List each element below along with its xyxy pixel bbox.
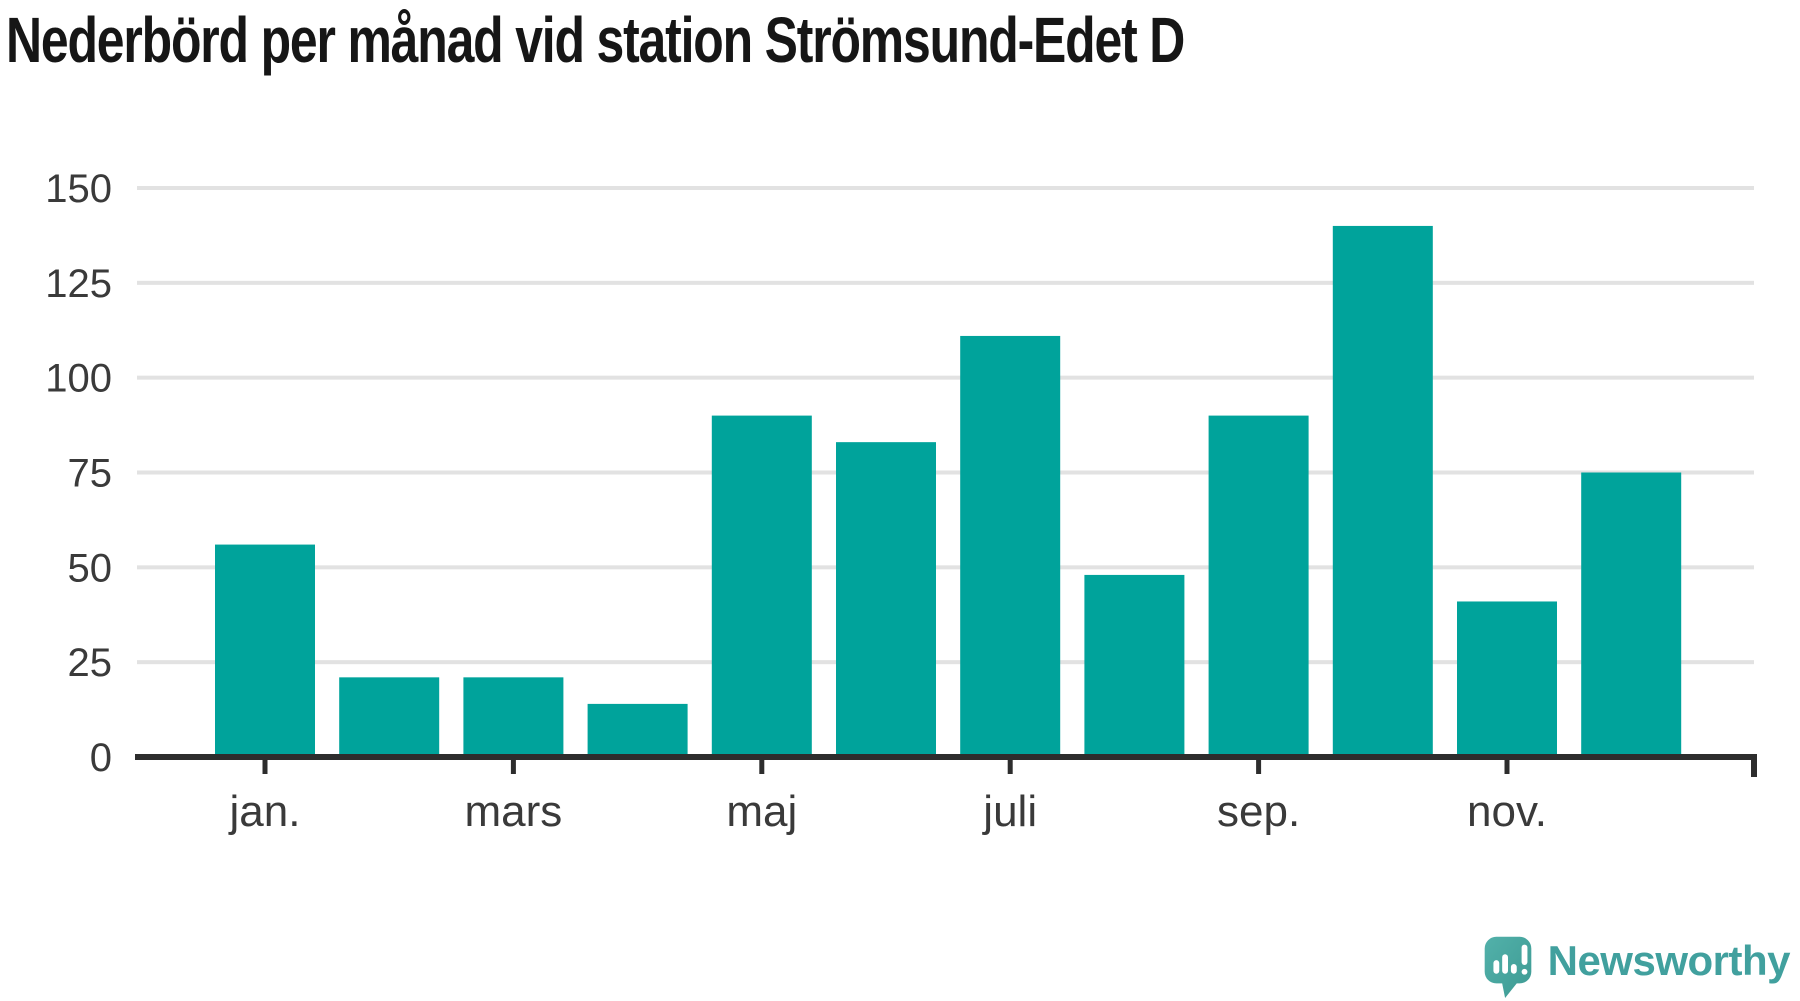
gridline-25 xyxy=(137,660,1754,665)
bar-dec xyxy=(1581,472,1682,757)
gridline-50 xyxy=(137,565,1754,570)
x-axis-tick-label-jan: jan. xyxy=(228,787,301,836)
gridline-100 xyxy=(137,375,1754,380)
x-axis-tick-juli xyxy=(1007,760,1013,774)
x-axis-tick-nov xyxy=(1504,760,1510,774)
x-axis-tick-label-maj: maj xyxy=(726,787,797,836)
bar-juni xyxy=(836,442,936,757)
gridline-150 xyxy=(137,186,1754,190)
y-axis-tick-label-125: 125 xyxy=(45,262,112,306)
bar-maj xyxy=(711,415,812,757)
chart-title: Nederbörd per månad vid station Strömsun… xyxy=(6,4,1185,76)
x-axis-tick-label-nov: nov. xyxy=(1467,787,1547,836)
y-axis-tick-label-75: 75 xyxy=(68,452,113,496)
y-axis-tick-label-150: 150 xyxy=(45,167,112,211)
x-axis-tick-jan xyxy=(262,760,268,774)
bar-juli xyxy=(960,335,1061,757)
y-axis-tick-label-25: 25 xyxy=(68,641,113,685)
y-axis-tick-label-0: 0 xyxy=(90,736,112,780)
newsworthy-logo: Newsworthy xyxy=(1482,930,1791,998)
bar-sep xyxy=(1208,415,1309,757)
bar-aug xyxy=(1084,574,1185,757)
bar-feb xyxy=(339,677,440,757)
bar-nov xyxy=(1457,601,1557,757)
gridline-75 xyxy=(137,470,1754,475)
newsworthy-logo-text: Newsworthy xyxy=(1547,937,1791,984)
x-axis-tick-sep xyxy=(1256,760,1262,774)
bar-mars xyxy=(463,677,564,757)
bar-apr xyxy=(587,703,688,757)
y-axis-tick-label-50: 50 xyxy=(68,546,113,590)
x-axis-tick-maj xyxy=(759,760,765,774)
mini-bar-chart-exclamation-icon xyxy=(1493,944,1528,975)
bar-jan xyxy=(215,544,315,757)
x-axis-tick-label-juli: juli xyxy=(981,787,1037,836)
gridline-125 xyxy=(137,280,1754,285)
x-axis-tick-label-sep: sep. xyxy=(1217,787,1300,836)
y-axis-tick-label-100: 100 xyxy=(45,357,112,401)
bar-okt xyxy=(1332,225,1433,757)
x-axis-tick-mars xyxy=(510,760,516,774)
x-axis-line xyxy=(135,754,1757,760)
newsworthy-logo-icon xyxy=(1484,936,1531,998)
x-axis-tick-label-mars: mars xyxy=(465,787,563,836)
x-axis-end-cap xyxy=(1751,754,1757,777)
